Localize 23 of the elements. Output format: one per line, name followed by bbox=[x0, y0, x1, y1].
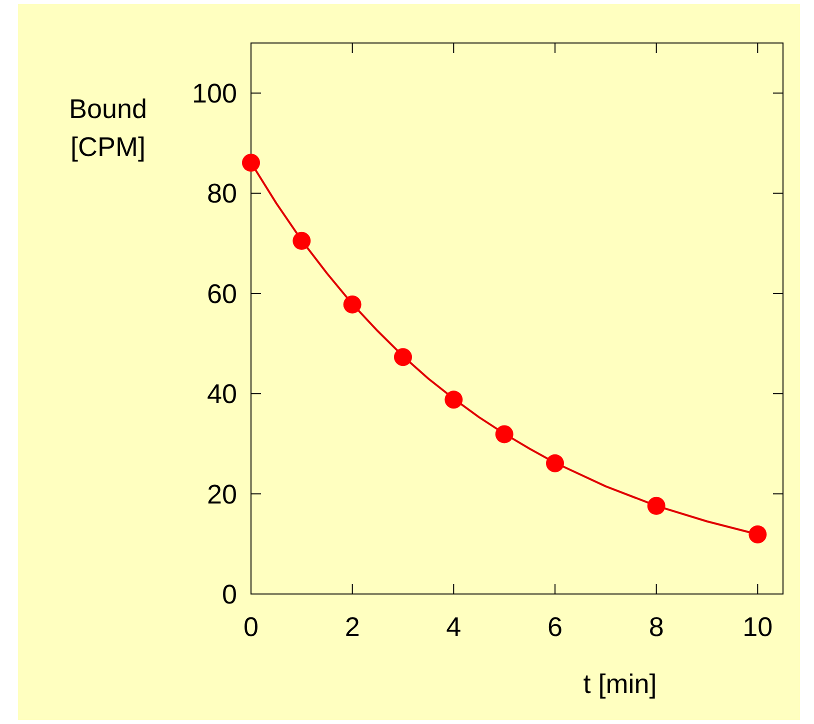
x-tick-label: 2 bbox=[344, 612, 360, 642]
x-tick-label: 0 bbox=[243, 612, 259, 642]
y-axis-title: Bound [CPM] bbox=[68, 94, 148, 162]
x-axis-title: t [min] bbox=[583, 669, 657, 699]
x-tick-label: 10 bbox=[742, 612, 773, 642]
point bbox=[546, 454, 564, 472]
point bbox=[748, 525, 767, 544]
point bbox=[495, 425, 514, 444]
x-tick-label: 8 bbox=[648, 612, 664, 642]
x-tick-label: 6 bbox=[547, 612, 563, 642]
y-tick-label: 0 bbox=[222, 579, 237, 610]
point bbox=[444, 390, 463, 409]
point bbox=[242, 154, 260, 172]
y-tick-label: 20 bbox=[206, 479, 237, 510]
y-tick-label: 40 bbox=[206, 379, 237, 410]
point bbox=[394, 348, 412, 366]
point bbox=[647, 496, 666, 515]
point bbox=[292, 232, 311, 250]
x-tick-label: 4 bbox=[446, 612, 462, 642]
y-tick-label: 100 bbox=[192, 78, 237, 109]
point bbox=[343, 295, 362, 314]
y-tick-label: 80 bbox=[206, 178, 237, 209]
y-tick-label: 60 bbox=[206, 278, 237, 309]
